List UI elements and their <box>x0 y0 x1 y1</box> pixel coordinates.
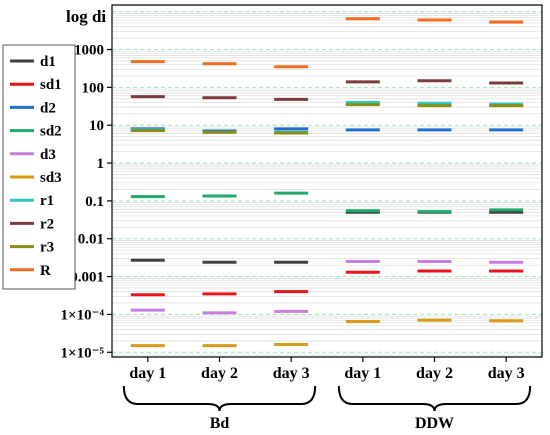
legend-label-r3: r3 <box>40 240 54 256</box>
grid-lines <box>112 11 542 357</box>
group-label: Bd <box>210 415 230 432</box>
group-brackets: Bd DDW <box>122 385 532 432</box>
legend-box <box>2 44 76 290</box>
x-tick-label: day 2 <box>416 365 453 382</box>
x-tick-label: day 1 <box>344 365 381 382</box>
legend-label-d3: d3 <box>40 147 56 163</box>
legend-label-r2: r2 <box>40 216 54 232</box>
y-tick-label: 0.1 <box>85 194 104 210</box>
y-tick-label: 1000 <box>74 43 104 59</box>
y-tick-label: 1×10⁻⁴ <box>61 307 105 323</box>
y-tick-label: 1×10⁻⁵ <box>61 345 105 361</box>
x-tick-label: day 3 <box>488 365 525 382</box>
x-tick-label: day 3 <box>273 365 310 382</box>
legend-label-d2: d2 <box>40 100 56 116</box>
legend: d1 sd1 d2 sd2 d3 sd3 r1 r2 r3 R <box>2 44 76 290</box>
y-axis-label: log di <box>66 7 106 26</box>
legend-label-d1: d1 <box>40 54 56 70</box>
y-tick-label: 1 <box>97 156 105 172</box>
data-marks <box>130 17 524 348</box>
legend-label-sd2: sd2 <box>40 124 62 140</box>
legend-label-r1: r1 <box>40 193 54 209</box>
y-tick-label: 0.01 <box>78 232 104 248</box>
legend-label-sd1: sd1 <box>40 77 62 93</box>
x-tick-label: day 2 <box>201 365 238 382</box>
group-label: DDW <box>415 415 454 432</box>
y-axis: 1×10⁻⁵ 1×10⁻⁴ 0.001 0.01 0.1 1 10 100 1000 <box>61 43 112 361</box>
group-bracket <box>122 385 317 412</box>
legend-label-sd3: sd3 <box>40 170 62 186</box>
y-tick-label: 0.001 <box>70 270 104 286</box>
y-tick-label: 10 <box>89 118 104 134</box>
plot-frame <box>111 4 543 358</box>
group-bracket <box>337 385 532 412</box>
x-tick-label: day 1 <box>129 365 166 382</box>
legend-label-R: R <box>40 263 51 279</box>
y-tick-label: 100 <box>82 80 105 96</box>
x-axis: day 1 day 2 day 3 day 1 day 2 day 3 <box>129 357 525 382</box>
